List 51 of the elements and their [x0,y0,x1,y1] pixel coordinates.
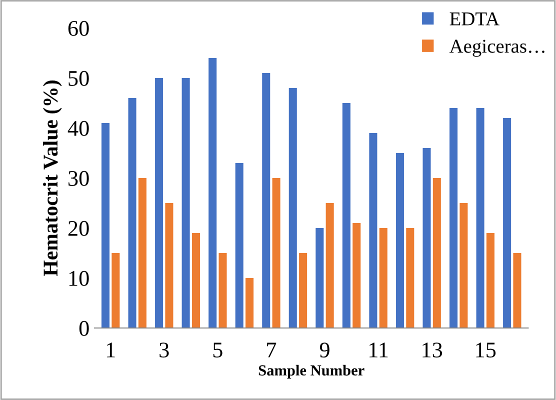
bar [326,203,334,328]
bar [288,88,297,328]
bar [449,108,458,328]
bar [192,233,200,328]
bar [486,233,494,328]
bar [112,253,120,328]
bar [476,108,484,328]
y-tick-label: 60 [68,20,89,36]
bar [128,98,136,328]
x-tick-label: 13 [422,342,442,358]
y-tick-label: 0 [79,320,89,336]
x-tick-label: 7 [267,342,276,358]
bar [208,58,217,328]
bar [369,133,378,328]
bar [316,228,324,328]
x-axis-title: Sample Number [258,364,364,379]
legend-label: Aegiceras… [449,40,544,57]
bar [246,278,254,328]
y-tick-label: 50 [68,70,89,86]
bar [155,78,164,328]
bar [513,253,522,328]
bar [432,178,441,328]
x-tick-label: 9 [320,342,330,358]
bar [235,163,244,328]
y-tick-label: 40 [68,120,89,136]
x-tick-label: 3 [160,342,169,358]
x-tick-label: 11 [370,342,388,358]
bar [503,118,512,328]
y-tick-label: 20 [68,220,89,236]
bar [138,178,146,328]
bar [182,78,190,328]
bar [422,148,431,328]
y-tick-label: 30 [68,170,89,186]
x-tick-label: 1 [106,342,115,358]
bar [101,123,110,328]
x-tick-label: 15 [476,342,496,358]
bar [352,223,361,328]
bar [299,253,308,328]
bar [262,73,270,328]
y-axis-title: Hematocrit Value (%) [42,80,62,276]
bar [165,203,174,328]
bar [396,153,404,328]
bar [460,203,468,328]
legend-label: EDTA [450,12,500,26]
bar [406,228,414,328]
x-tick-label: 5 [213,342,222,358]
y-tick-label: 10 [69,270,89,286]
bar [218,253,227,328]
bar [379,228,388,328]
bar [272,178,280,328]
bar [342,103,350,328]
